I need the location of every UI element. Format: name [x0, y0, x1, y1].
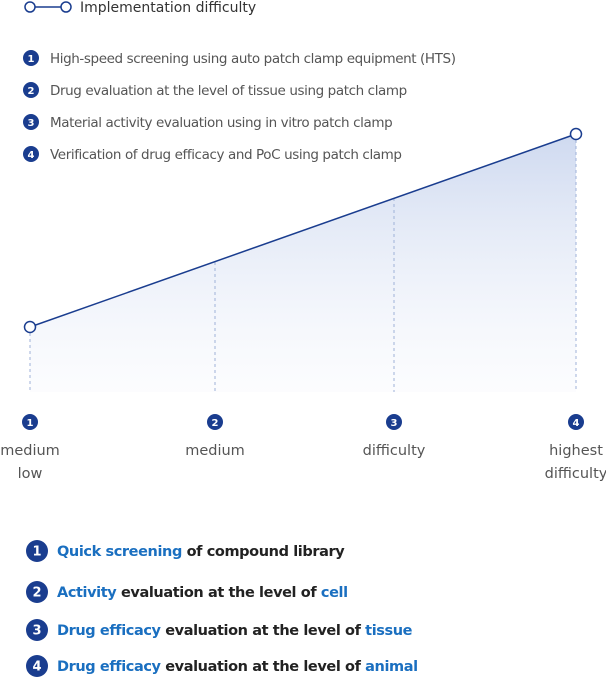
level-label: medium	[185, 443, 245, 459]
method-badge	[23, 50, 39, 66]
method-number: 1	[28, 54, 35, 65]
difficulty-area	[30, 134, 576, 392]
legend-label: Implementation difficulty	[80, 0, 256, 16]
legend: Implementation difficulty	[24, 0, 256, 16]
level-badge	[207, 414, 223, 430]
level-badge	[568, 414, 584, 430]
method-text: Drug evaluation at the level of tissue u…	[50, 83, 407, 99]
line-marker	[569, 127, 583, 141]
method-text: Material activity evaluation using in vi…	[50, 115, 392, 131]
purpose-badge	[26, 540, 48, 562]
purpose-part: Quick screening	[57, 544, 182, 560]
guide-lines	[29, 134, 577, 392]
purpose-part: Drug efficacy	[57, 659, 162, 675]
legend-marker	[60, 1, 72, 13]
purpose-part: tissue	[365, 623, 412, 639]
level-label: difficulty	[545, 466, 606, 482]
level-number: 1	[27, 418, 34, 429]
level-label: medium	[0, 443, 60, 459]
purpose-part: evaluation at the level of	[161, 623, 366, 639]
level-number: 4	[573, 418, 580, 429]
difficulty-line	[29, 133, 577, 328]
purpose-part: Drug efficacy	[57, 623, 162, 639]
level-badge	[22, 414, 38, 430]
method-number: 2	[28, 86, 35, 97]
purpose-number: 1	[32, 545, 41, 560]
purpose-part: Activity	[57, 585, 117, 601]
level-label: highest	[549, 443, 603, 459]
method-badge	[23, 146, 39, 162]
level-number: 3	[391, 418, 398, 429]
level-label: difficulty	[363, 443, 426, 459]
purpose-badge	[26, 655, 48, 677]
purpose-part: evaluation at the level of	[116, 585, 321, 601]
method-badge	[23, 114, 39, 130]
method-number: 3	[28, 118, 35, 129]
method-badge	[23, 82, 39, 98]
legend-marker	[24, 1, 36, 13]
purpose-text: Quick screening of compound library	[57, 544, 345, 560]
purpose-text: Drug efficacy evaluation at the level of…	[57, 623, 413, 639]
purpose-part: of compound library	[182, 544, 345, 560]
purpose-number: 3	[32, 624, 41, 639]
method-number: 4	[28, 150, 35, 161]
level-number: 2	[212, 418, 219, 429]
purpose-part: cell	[321, 585, 348, 601]
purpose-text: Activity evaluation at the level of cell	[57, 585, 348, 601]
level-badge	[386, 414, 402, 430]
level-label: low	[18, 466, 43, 482]
method-text: Verification of drug efficacy and PoC us…	[50, 147, 402, 163]
purpose-text: Drug efficacy evaluation at the level of…	[57, 659, 418, 675]
purpose-number: 2	[32, 586, 41, 601]
purpose-part: evaluation at the level of	[161, 659, 366, 675]
purpose-number: 4	[32, 660, 41, 675]
purpose-part: animal	[365, 659, 418, 675]
line-marker	[23, 320, 37, 334]
purpose-badge	[26, 581, 48, 603]
method-text: High-speed screening using auto patch cl…	[50, 51, 456, 67]
purpose-badge	[26, 619, 48, 641]
